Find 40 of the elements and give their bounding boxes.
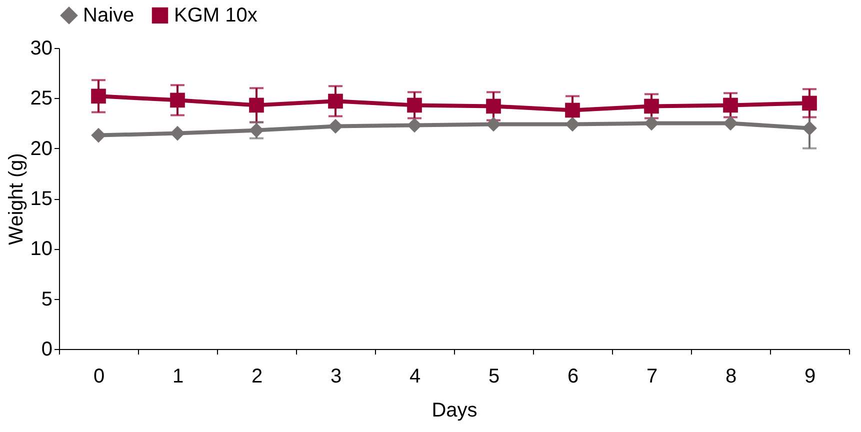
point bbox=[486, 116, 501, 132]
x-tick-label: 9 bbox=[804, 366, 816, 388]
y-tick-label: 0 bbox=[41, 338, 52, 360]
point bbox=[802, 96, 817, 111]
y-tick-label: 30 bbox=[30, 38, 52, 60]
point bbox=[91, 88, 106, 104]
point bbox=[565, 102, 580, 118]
y-axis-title: Weight (g) bbox=[5, 153, 28, 245]
point bbox=[170, 126, 185, 141]
y-tick-label: 20 bbox=[30, 138, 52, 160]
point bbox=[565, 116, 580, 132]
x-tick-label: 2 bbox=[251, 366, 263, 388]
point bbox=[328, 94, 343, 109]
y-tick-label: 25 bbox=[30, 88, 52, 110]
point bbox=[328, 118, 343, 134]
point bbox=[486, 98, 501, 114]
x-axis-title: Days bbox=[432, 400, 478, 422]
point bbox=[249, 98, 264, 113]
point bbox=[91, 128, 106, 143]
point bbox=[407, 118, 422, 133]
legend-label: KGM 10x bbox=[174, 4, 258, 26]
x-tick-label: 1 bbox=[172, 366, 184, 388]
y-tick-label: 15 bbox=[30, 188, 52, 210]
x-tick-label: 7 bbox=[646, 366, 658, 388]
x-tick-label: 8 bbox=[725, 366, 737, 388]
y-tick-label: 10 bbox=[30, 238, 52, 260]
point bbox=[723, 116, 738, 131]
point bbox=[644, 116, 659, 131]
y-tick-label: 5 bbox=[41, 288, 52, 310]
x-tick-label: 3 bbox=[330, 366, 342, 388]
x-tick-label: 5 bbox=[488, 366, 500, 388]
legend-label: Naive bbox=[83, 4, 134, 26]
point bbox=[644, 98, 659, 114]
x-tick-label: 0 bbox=[93, 366, 105, 388]
point bbox=[802, 120, 817, 136]
point bbox=[407, 98, 422, 113]
x-tick-label: 6 bbox=[567, 366, 579, 388]
point bbox=[723, 98, 738, 113]
x-tick-label: 4 bbox=[409, 366, 421, 388]
point bbox=[170, 92, 185, 108]
